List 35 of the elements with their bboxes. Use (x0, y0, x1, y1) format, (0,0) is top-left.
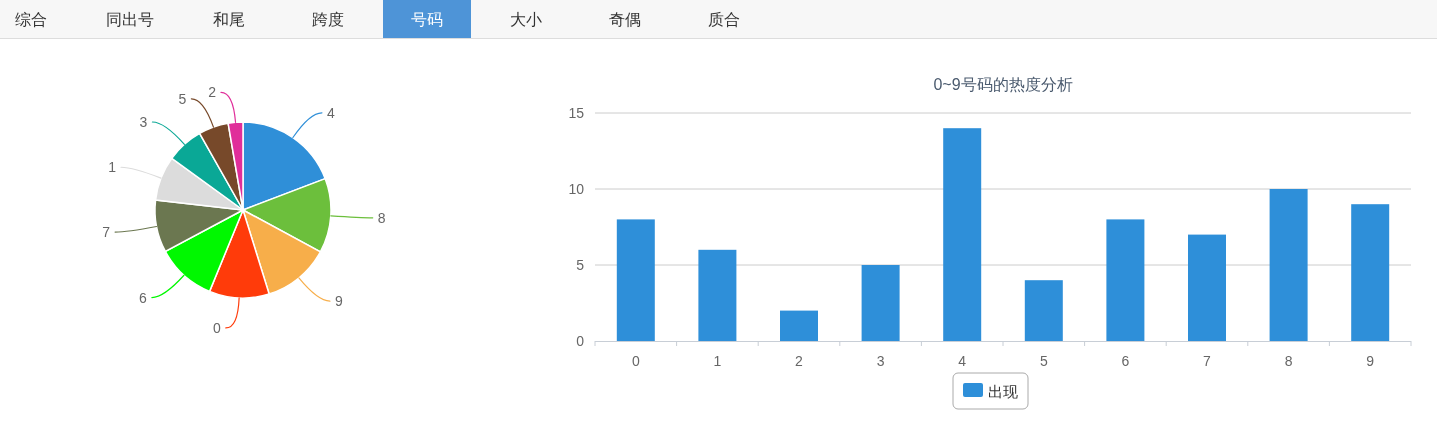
category-label: 大小 (510, 11, 542, 28)
chart-title: 0~9号码的热度分析 (933, 76, 1073, 93)
y-tick-label: 5 (576, 257, 585, 273)
x-tick-label: 6 (1121, 353, 1130, 369)
slice-label: 4 (326, 104, 335, 121)
category-label: 综合 (15, 11, 47, 28)
category-label: 质合 (708, 11, 740, 28)
slice-label: 9 (334, 293, 343, 310)
x-tick-label: 8 (1284, 353, 1293, 369)
y-tick-label: 15 (568, 105, 585, 121)
x-tick-label: 5 (1039, 353, 1048, 369)
y-tick-label: 0 (576, 333, 585, 349)
x-tick-label: 3 (876, 353, 885, 369)
x-tick-label: 1 (713, 353, 722, 369)
x-tick-label: 7 (1203, 353, 1212, 369)
x-tick-label: 9 (1366, 353, 1375, 369)
y-tick-label: 10 (568, 181, 585, 197)
x-tick-label: 0 (631, 353, 640, 369)
slice-label: 8 (377, 209, 386, 226)
category-label: 同出号 (106, 11, 154, 28)
category-label: 跨度 (312, 11, 344, 28)
slice-label: 6 (139, 289, 148, 306)
slice-label: 1 (108, 159, 117, 176)
slice-label: 3 (139, 113, 148, 130)
legend: 出现 (952, 372, 1029, 410)
category-label: 号码 (411, 11, 443, 28)
x-tick-label: 2 (795, 353, 804, 369)
slice-label: 7 (102, 224, 111, 241)
category-label: 奇偶 (609, 11, 641, 28)
slice-label: 0 (213, 319, 222, 336)
category-label: 和尾 (213, 11, 245, 28)
x-tick-label: 4 (958, 353, 967, 369)
legend-label: 出现 (988, 383, 1018, 400)
slice-label: 5 (178, 90, 187, 107)
slice-label: 2 (208, 84, 217, 101)
